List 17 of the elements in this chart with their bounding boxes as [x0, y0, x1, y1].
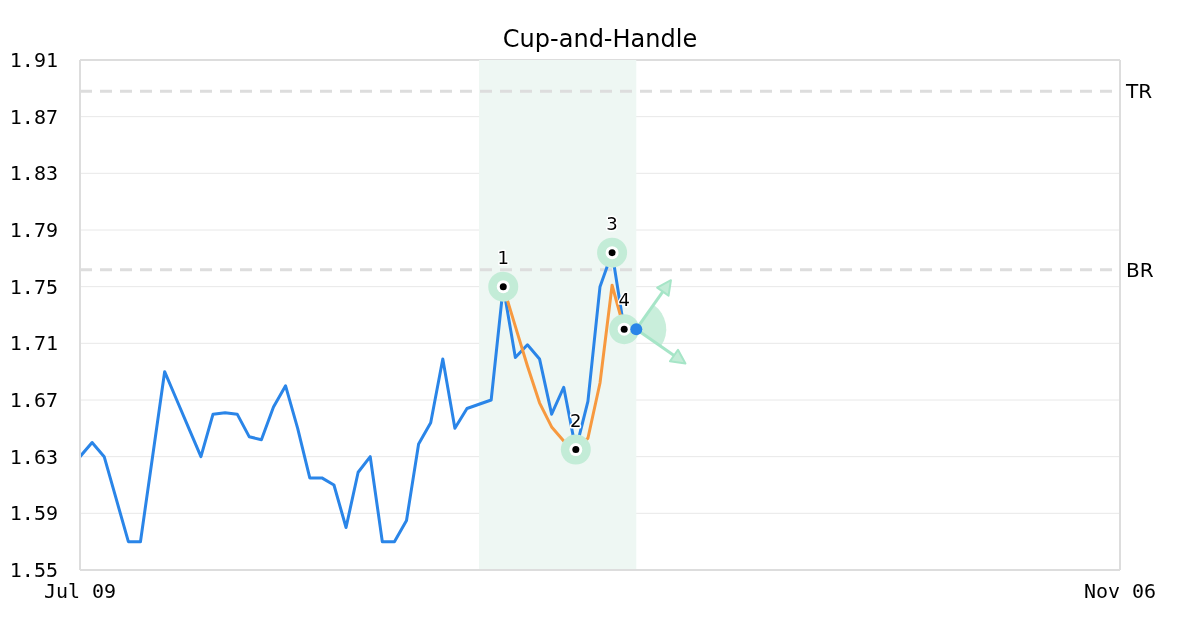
- y-tick-label: 1.75: [9, 274, 58, 299]
- ref-line-label: BR: [1126, 257, 1154, 282]
- ref-line-label: TR: [1125, 79, 1153, 104]
- annotation: 2: [570, 409, 582, 431]
- point: [630, 323, 643, 336]
- y-tick-label: 1.63: [9, 444, 58, 469]
- y-tick-label: 1.79: [9, 218, 58, 243]
- y-tick-label: 1.91: [9, 48, 58, 73]
- y-tick-label: 1.67: [9, 388, 58, 413]
- annotation: 1: [497, 246, 509, 268]
- y-tick-label: 1.83: [9, 161, 58, 186]
- y-tick-label: 1.59: [9, 501, 58, 526]
- chart-title: Cup-and-Handle: [502, 25, 698, 53]
- y-tick-label: 1.71: [9, 331, 58, 356]
- annotation: 3: [606, 212, 618, 234]
- y-tick-label: 1.87: [9, 104, 58, 129]
- x-tick-label: Nov 06: [1083, 579, 1157, 604]
